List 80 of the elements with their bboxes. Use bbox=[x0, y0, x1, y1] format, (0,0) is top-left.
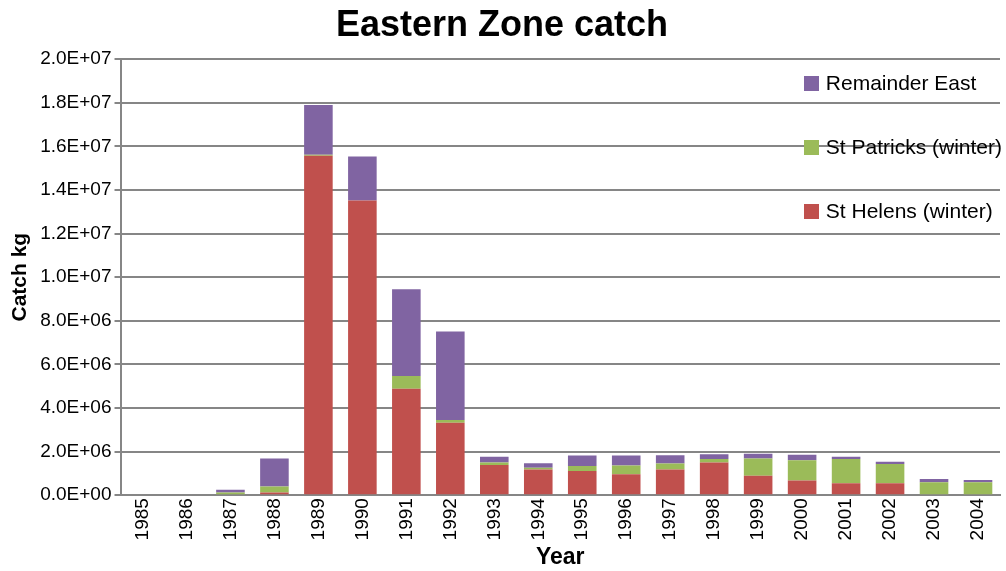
bar bbox=[392, 388, 421, 495]
x-tick-label: 1989 bbox=[306, 498, 328, 541]
x-tick-label: 1992 bbox=[438, 498, 460, 541]
y-tick-label: 1.0E+07 bbox=[40, 265, 112, 287]
bar bbox=[348, 156, 377, 201]
y-tick-label: 8.0E+06 bbox=[40, 308, 112, 330]
bar bbox=[436, 331, 465, 420]
bar bbox=[655, 469, 685, 495]
x-tick-label: 1988 bbox=[262, 498, 284, 541]
bar bbox=[567, 455, 597, 466]
chart-title: Eastern Zone catch bbox=[335, 2, 669, 44]
bar bbox=[875, 483, 905, 495]
y-tick-label: 1.8E+07 bbox=[40, 91, 112, 113]
x-tick-label: 1985 bbox=[130, 498, 152, 541]
bar bbox=[304, 104, 333, 155]
y-tick-label: 1.2E+07 bbox=[40, 221, 112, 243]
x-tick-label: 2003 bbox=[922, 498, 944, 541]
bar bbox=[919, 479, 949, 483]
bar bbox=[699, 454, 729, 459]
x-tick-label: 2001 bbox=[834, 498, 856, 541]
x-tick-label: 1997 bbox=[658, 498, 680, 541]
bar bbox=[480, 465, 509, 495]
bar bbox=[392, 375, 421, 389]
x-tick-label: 1995 bbox=[570, 498, 592, 541]
bar bbox=[436, 422, 465, 495]
bar bbox=[655, 455, 685, 464]
bar bbox=[743, 475, 773, 495]
bar bbox=[480, 456, 509, 463]
bar bbox=[963, 480, 993, 483]
bar bbox=[260, 486, 289, 493]
bar bbox=[523, 463, 553, 468]
bar bbox=[480, 462, 509, 466]
bar bbox=[260, 458, 289, 487]
x-tick-label: 1998 bbox=[702, 498, 724, 541]
y-tick-label: 1.6E+07 bbox=[40, 134, 112, 156]
bar bbox=[875, 463, 905, 484]
y-tick-label: 4.0E+06 bbox=[40, 396, 112, 418]
x-tick-label: 1993 bbox=[482, 498, 504, 541]
x-tick-label: 2002 bbox=[878, 498, 900, 541]
bar bbox=[787, 460, 817, 481]
legend-label: St Patricks (winter) bbox=[825, 135, 1002, 159]
bar bbox=[831, 456, 861, 459]
bar bbox=[611, 465, 641, 475]
bar bbox=[611, 474, 641, 495]
x-tick-label: 2000 bbox=[790, 498, 812, 541]
bar bbox=[919, 482, 949, 495]
bar bbox=[831, 458, 861, 484]
bar bbox=[392, 289, 421, 376]
bar bbox=[304, 155, 333, 495]
x-axis-title: Year bbox=[535, 542, 585, 569]
bar bbox=[743, 453, 773, 459]
x-tick-label: 1990 bbox=[350, 498, 372, 541]
bar bbox=[831, 483, 861, 495]
bar bbox=[787, 454, 817, 461]
x-tick-label: 1994 bbox=[526, 497, 548, 541]
bar bbox=[523, 469, 553, 495]
bar bbox=[348, 200, 377, 495]
bar bbox=[567, 470, 597, 495]
x-tick-label: 2004 bbox=[966, 497, 988, 541]
x-tick-label: 1996 bbox=[614, 498, 636, 541]
y-tick-label: 2.0E+06 bbox=[40, 439, 112, 461]
x-tick-label: 1991 bbox=[394, 498, 416, 541]
bar bbox=[567, 465, 597, 471]
bar bbox=[699, 462, 729, 495]
x-tick-label: 1999 bbox=[746, 498, 768, 541]
y-axis-title: Catch kg bbox=[7, 232, 31, 322]
x-tick-label: 1986 bbox=[174, 498, 196, 541]
bar bbox=[436, 419, 465, 423]
legend-label: St Helens (winter) bbox=[825, 199, 993, 223]
bar bbox=[611, 455, 641, 466]
bar bbox=[963, 482, 993, 495]
bar bbox=[743, 458, 773, 476]
bar bbox=[875, 461, 905, 464]
bar bbox=[787, 480, 817, 495]
y-tick-label: 2.0E+07 bbox=[40, 47, 112, 69]
x-tick-label: 1987 bbox=[218, 498, 240, 541]
legend-label: Remainder East bbox=[825, 71, 977, 95]
y-tick-label: 0.0E+00 bbox=[40, 483, 112, 505]
y-tick-label: 1.4E+07 bbox=[40, 178, 112, 200]
y-tick-label: 6.0E+06 bbox=[40, 352, 112, 374]
